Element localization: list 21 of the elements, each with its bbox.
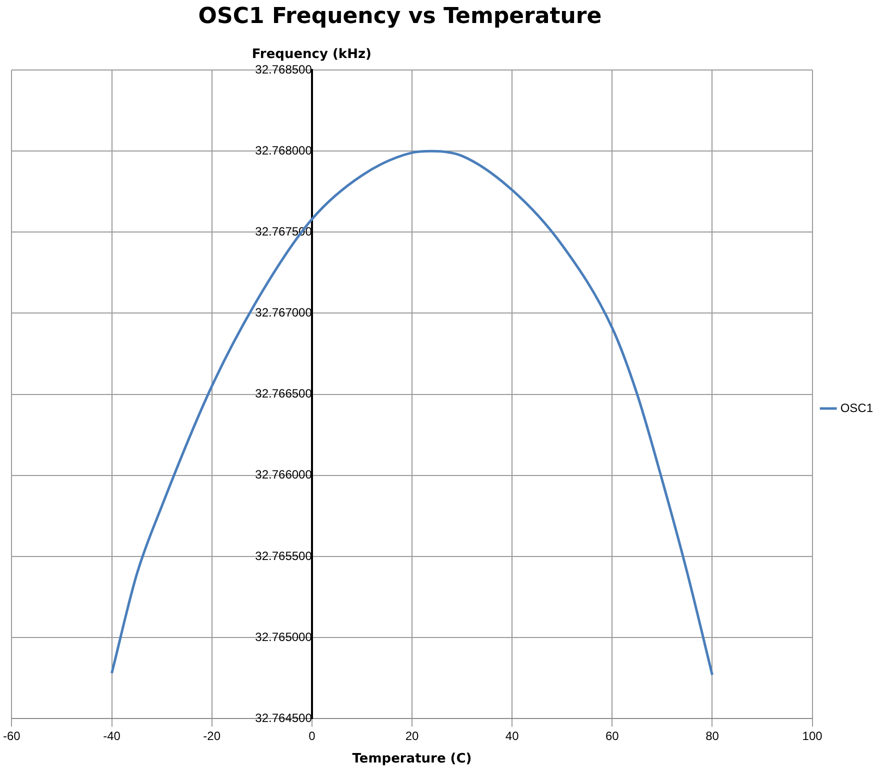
x-tick-label: -20 — [203, 729, 221, 744]
y-tick-label: 32.768000 — [255, 143, 312, 158]
y-tick-label: 32.765500 — [255, 548, 312, 563]
x-tick-label: 100 — [802, 729, 823, 744]
y-tick-label: 32.767000 — [255, 306, 312, 320]
x-tick-label: -40 — [103, 729, 121, 744]
x-tick-label: 60 — [605, 729, 620, 744]
y-tick-label: 32.766500 — [255, 386, 312, 401]
y-tick-label: 32.766000 — [255, 468, 312, 482]
y-tick-label: 32.768500 — [255, 62, 312, 76]
x-tick-label: 0 — [308, 729, 316, 744]
x-tick-label: 40 — [505, 729, 520, 744]
y-tick-label: 32.764500 — [255, 710, 312, 725]
chart-title: OSC1 Frequency vs Temperature — [197, 4, 603, 29]
x-tick-label: 20 — [405, 729, 419, 744]
x-tick-label: 80 — [706, 729, 720, 744]
legend-label: OSC1 — [840, 400, 874, 415]
x-axis-title: Temperature (C) — [352, 752, 472, 767]
y-tick-label: 32.765000 — [255, 630, 312, 644]
y-axis-title: Frequency (kHz) — [252, 47, 372, 62]
x-tick-label: -60 — [3, 729, 21, 744]
